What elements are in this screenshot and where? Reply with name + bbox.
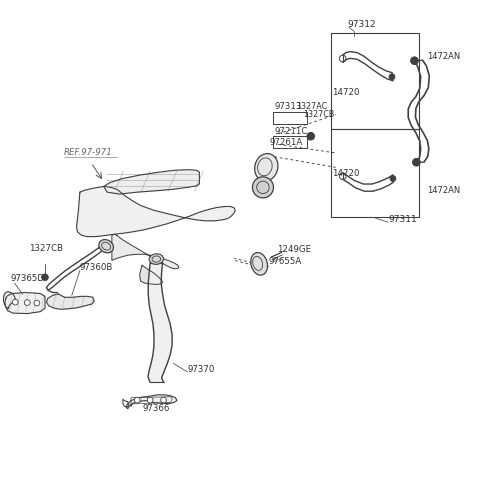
Polygon shape <box>123 399 129 407</box>
Text: 97366: 97366 <box>142 404 169 413</box>
Ellipse shape <box>99 239 113 253</box>
Text: REF.97-971: REF.97-971 <box>64 148 113 157</box>
Polygon shape <box>148 263 172 382</box>
Circle shape <box>34 300 40 306</box>
Ellipse shape <box>251 252 267 275</box>
Text: 97360B: 97360B <box>80 262 113 272</box>
Polygon shape <box>112 234 179 269</box>
Text: 97365D: 97365D <box>11 274 45 283</box>
Circle shape <box>161 397 167 403</box>
Circle shape <box>12 299 18 305</box>
Polygon shape <box>3 292 15 308</box>
Text: 1327AC: 1327AC <box>297 102 328 111</box>
Circle shape <box>252 177 274 198</box>
Text: 1327CB: 1327CB <box>303 110 335 119</box>
Text: 97261A: 97261A <box>270 138 303 147</box>
Circle shape <box>307 132 314 140</box>
Circle shape <box>24 300 30 305</box>
Circle shape <box>412 158 420 166</box>
Circle shape <box>134 397 140 403</box>
Ellipse shape <box>255 153 278 181</box>
Text: 14720: 14720 <box>332 87 359 97</box>
Text: 1327CB: 1327CB <box>29 244 63 253</box>
Polygon shape <box>47 294 94 309</box>
Circle shape <box>411 57 418 65</box>
Polygon shape <box>76 186 235 237</box>
Text: 14720: 14720 <box>332 169 359 178</box>
Circle shape <box>390 175 396 181</box>
Circle shape <box>147 397 153 403</box>
Ellipse shape <box>149 254 164 264</box>
Text: 1472AN: 1472AN <box>427 186 461 195</box>
Text: 97312: 97312 <box>348 20 376 29</box>
Text: 97370: 97370 <box>187 365 215 374</box>
Circle shape <box>42 274 48 281</box>
Text: 1249GE: 1249GE <box>277 245 312 254</box>
Circle shape <box>389 74 395 80</box>
Polygon shape <box>5 293 45 314</box>
Text: 97211C: 97211C <box>275 127 308 136</box>
Text: 1472AN: 1472AN <box>427 52 461 61</box>
Polygon shape <box>104 170 199 194</box>
Polygon shape <box>140 265 163 284</box>
Text: 97313: 97313 <box>275 102 302 111</box>
Polygon shape <box>126 395 177 409</box>
Text: 97655A: 97655A <box>269 257 302 266</box>
Text: 97311: 97311 <box>388 215 417 224</box>
